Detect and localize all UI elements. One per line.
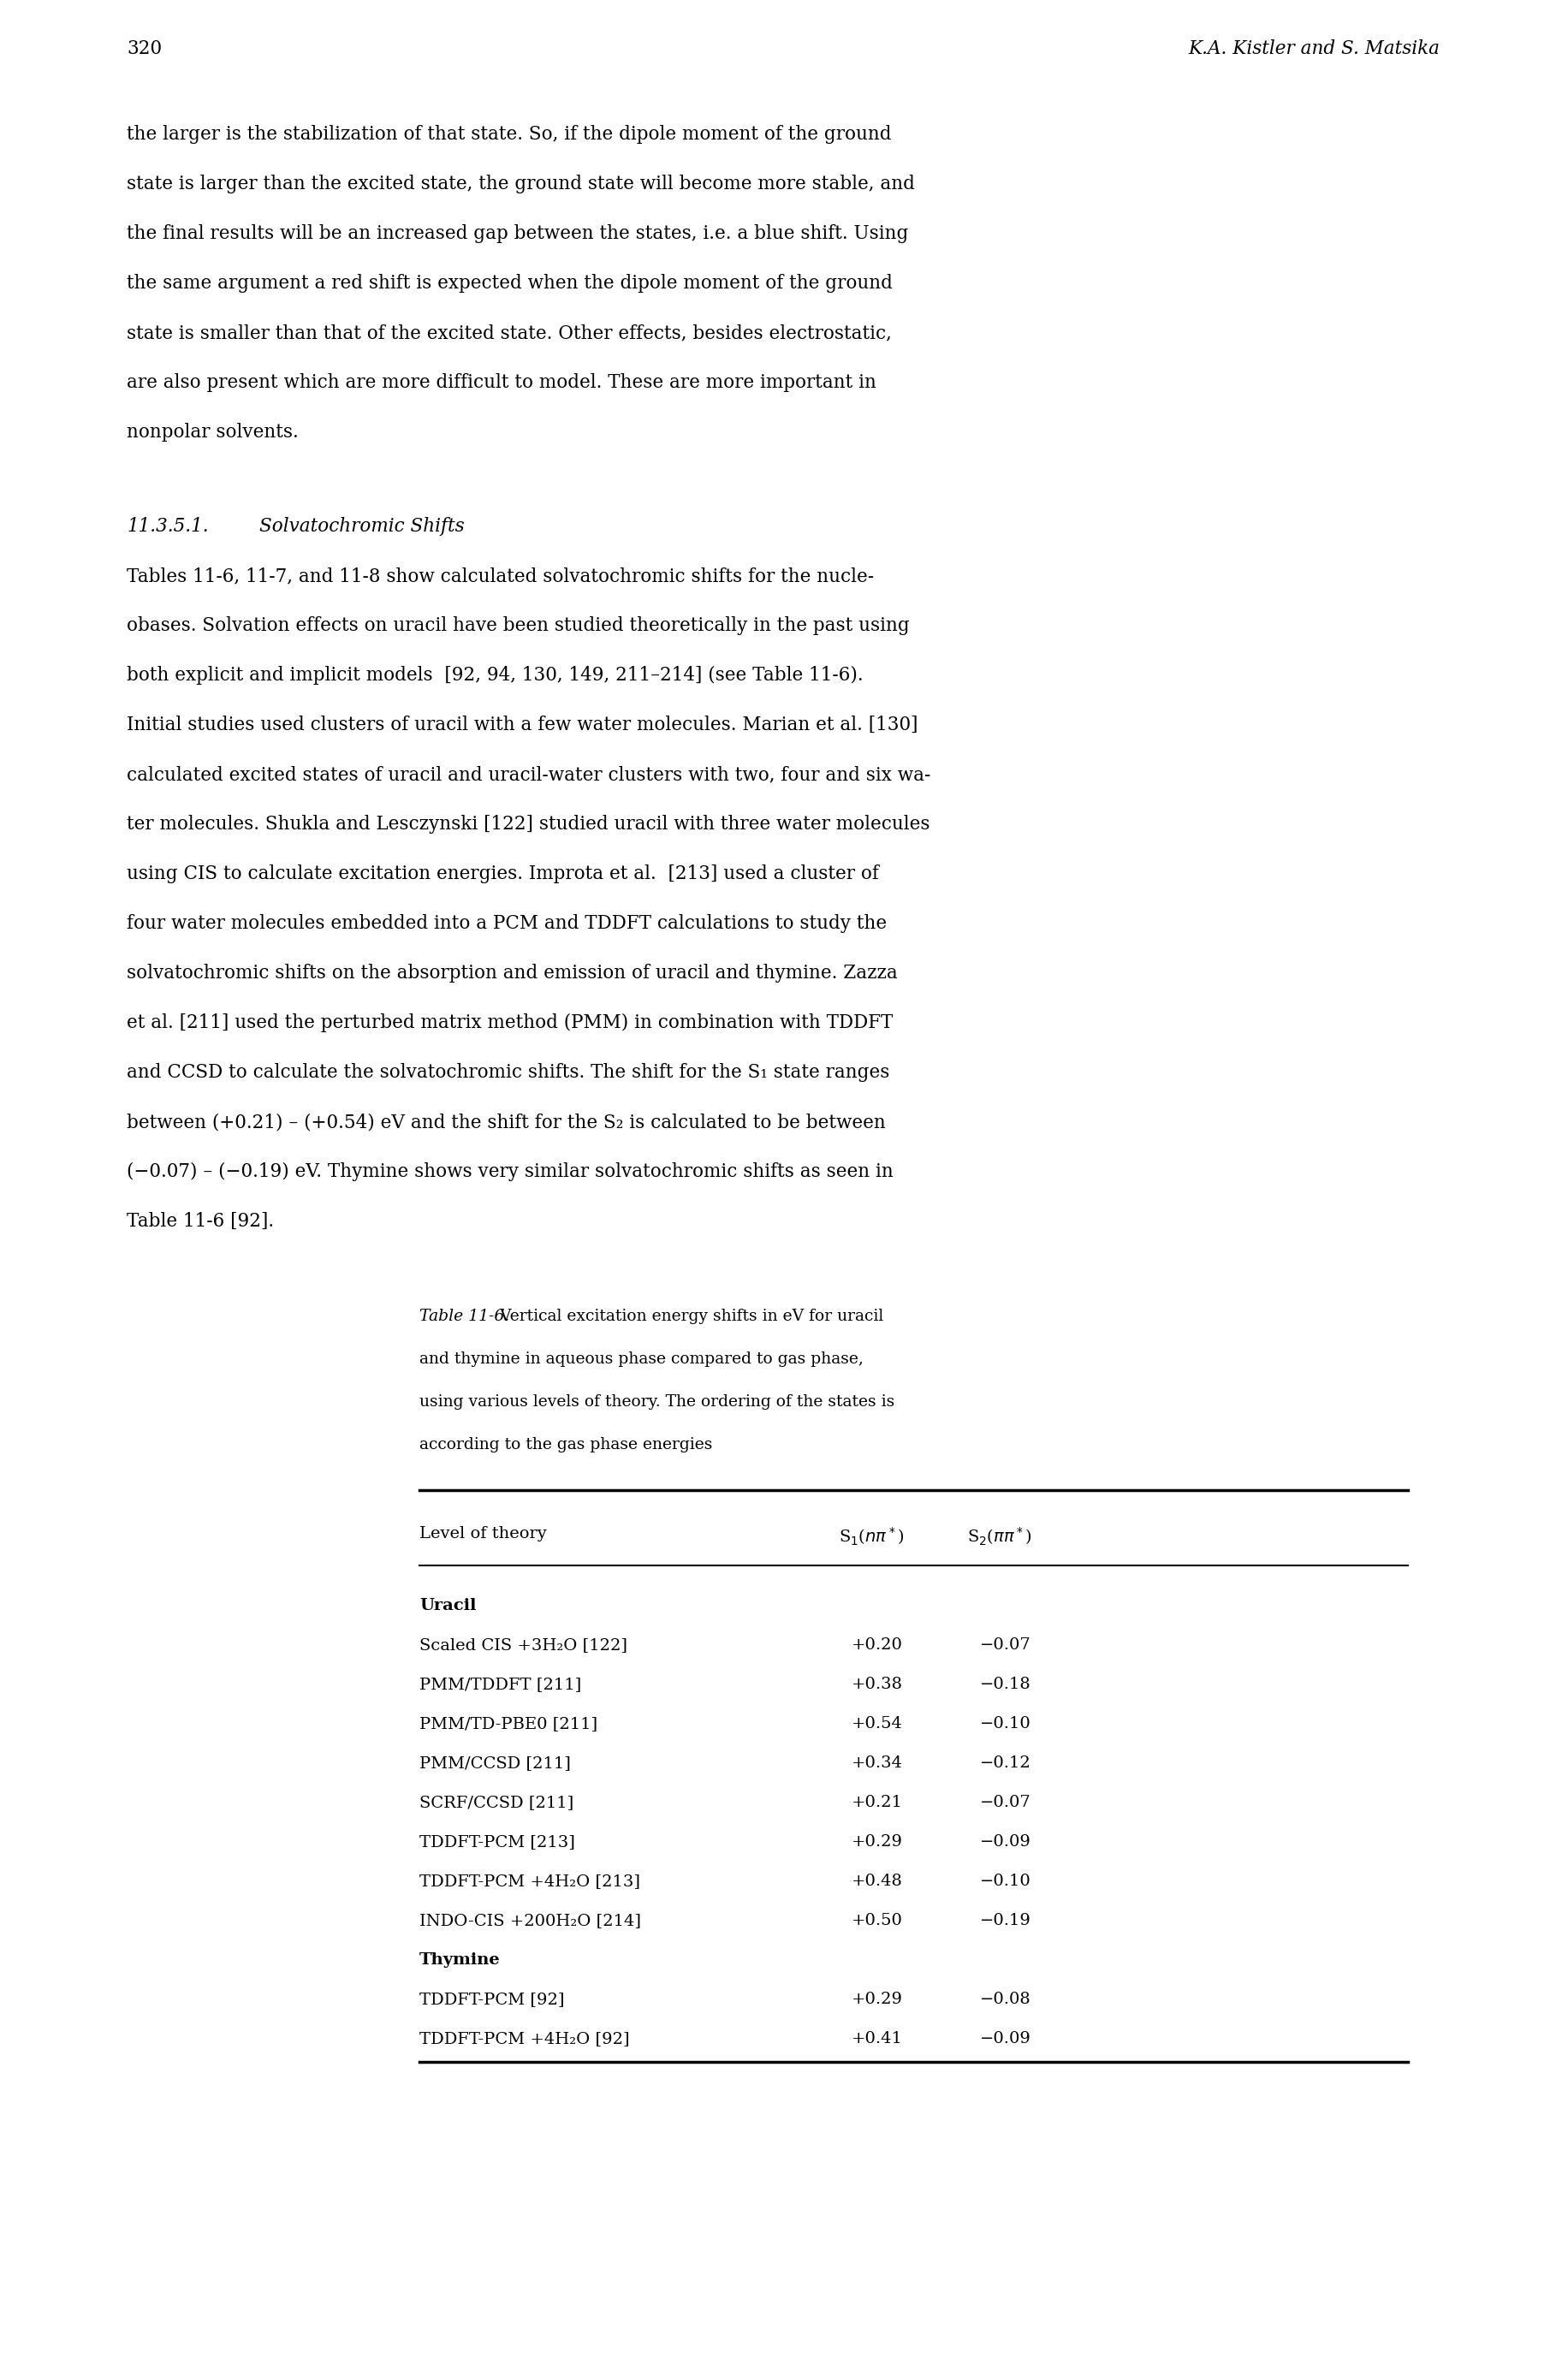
Text: (−0.07) – (−0.19) eV. Thymine shows very similar solvatochromic shifts as seen i: (−0.07) – (−0.19) eV. Thymine shows very… <box>127 1162 894 1181</box>
Text: the final results will be an increased gap between the states, i.e. a blue shift: the final results will be an increased g… <box>127 223 908 242</box>
Text: Initial studies used clusters of uracil with a few water molecules. Marian et al: Initial studies used clusters of uracil … <box>127 715 917 734</box>
Text: Table 11-6.: Table 11-6. <box>419 1309 510 1323</box>
Text: between (+0.21) – (+0.54) eV and the shift for the S₂ is calculated to be betwee: between (+0.21) – (+0.54) eV and the shi… <box>127 1112 886 1131</box>
Text: state is larger than the excited state, the ground state will become more stable: state is larger than the excited state, … <box>127 173 914 192</box>
Text: TDDFT-PCM [92]: TDDFT-PCM [92] <box>419 1991 564 2008</box>
Text: TDDFT-PCM [213]: TDDFT-PCM [213] <box>419 1834 575 1849</box>
Text: 320: 320 <box>127 40 162 57</box>
Text: the same argument a red shift is expected when the dipole moment of the ground: the same argument a red shift is expecte… <box>127 273 892 292</box>
Text: four water molecules embedded into a PCM and TDDFT calculations to study the: four water molecules embedded into a PCM… <box>127 915 887 934</box>
Text: using CIS to calculate excitation energies. Improta et al.  [213] used a cluster: using CIS to calculate excitation energi… <box>127 865 880 884</box>
Text: +0.54: +0.54 <box>851 1715 903 1732</box>
Text: INDO-CIS +200H₂O [214]: INDO-CIS +200H₂O [214] <box>419 1913 641 1929</box>
Text: −0.08: −0.08 <box>980 1991 1032 2008</box>
Text: PMM/CCSD [211]: PMM/CCSD [211] <box>419 1756 571 1770</box>
Text: −0.09: −0.09 <box>980 1834 1032 1849</box>
Text: −0.19: −0.19 <box>980 1913 1032 1929</box>
Text: K.A. Kistler and S. Matsika: K.A. Kistler and S. Matsika <box>1189 40 1439 57</box>
Text: using various levels of theory. The ordering of the states is: using various levels of theory. The orde… <box>419 1395 895 1409</box>
Text: Thymine: Thymine <box>419 1953 500 1967</box>
Text: state is smaller than that of the excited state. Other effects, besides electros: state is smaller than that of the excite… <box>127 323 892 342</box>
Text: −0.10: −0.10 <box>980 1715 1032 1732</box>
Text: ter molecules. Shukla and Lesczynski [122] studied uracil with three water molec: ter molecules. Shukla and Lesczynski [12… <box>127 815 930 834</box>
Text: +0.29: +0.29 <box>851 1834 903 1849</box>
Text: S$_1$($n\pi^*$): S$_1$($n\pi^*$) <box>839 1525 903 1547</box>
Text: et al. [211] used the perturbed matrix method (PMM) in combination with TDDFT: et al. [211] used the perturbed matrix m… <box>127 1015 894 1031</box>
Text: SCRF/CCSD [211]: SCRF/CCSD [211] <box>419 1794 574 1811</box>
Text: −0.07: −0.07 <box>980 1637 1032 1654</box>
Text: TDDFT-PCM +4H₂O [92]: TDDFT-PCM +4H₂O [92] <box>419 2031 630 2046</box>
Text: Solvatochromic Shifts: Solvatochromic Shifts <box>259 518 464 537</box>
Text: −0.07: −0.07 <box>980 1794 1032 1811</box>
Text: −0.10: −0.10 <box>980 1875 1032 1889</box>
Text: −0.09: −0.09 <box>980 2031 1032 2046</box>
Text: +0.38: +0.38 <box>851 1677 903 1692</box>
Text: both explicit and implicit models  [92, 94, 130, 149, 211–214] (see Table 11-6).: both explicit and implicit models [92, 9… <box>127 665 864 684</box>
Text: +0.50: +0.50 <box>851 1913 903 1929</box>
Text: and CCSD to calculate the solvatochromic shifts. The shift for the S₁ state rang: and CCSD to calculate the solvatochromic… <box>127 1062 889 1081</box>
Text: +0.34: +0.34 <box>851 1756 903 1770</box>
Text: calculated excited states of uracil and uracil-water clusters with two, four and: calculated excited states of uracil and … <box>127 765 931 784</box>
Text: +0.21: +0.21 <box>851 1794 903 1811</box>
Text: +0.20: +0.20 <box>851 1637 903 1654</box>
Text: +0.48: +0.48 <box>851 1875 903 1889</box>
Text: S$_2$($\pi\pi^*$): S$_2$($\pi\pi^*$) <box>967 1525 1032 1547</box>
Text: are also present which are more difficult to model. These are more important in: are also present which are more difficul… <box>127 373 877 392</box>
Text: and thymine in aqueous phase compared to gas phase,: and thymine in aqueous phase compared to… <box>419 1352 864 1366</box>
Text: according to the gas phase energies: according to the gas phase energies <box>419 1437 712 1452</box>
Text: Tables 11-6, 11-7, and 11-8 show calculated solvatochromic shifts for the nucle-: Tables 11-6, 11-7, and 11-8 show calcula… <box>127 565 873 584</box>
Text: Vertical excitation energy shifts in eV for uracil: Vertical excitation energy shifts in eV … <box>489 1309 883 1323</box>
Text: PMM/TDDFT [211]: PMM/TDDFT [211] <box>419 1677 582 1692</box>
Text: +0.29: +0.29 <box>851 1991 903 2008</box>
Text: nonpolar solvents.: nonpolar solvents. <box>127 423 298 442</box>
Text: TDDFT-PCM +4H₂O [213]: TDDFT-PCM +4H₂O [213] <box>419 1875 640 1889</box>
Text: Scaled CIS +3H₂O [122]: Scaled CIS +3H₂O [122] <box>419 1637 627 1654</box>
Text: Uracil: Uracil <box>419 1599 477 1613</box>
Text: Table 11-6 [92].: Table 11-6 [92]. <box>127 1212 274 1231</box>
Text: the larger is the stabilization of that state. So, if the dipole moment of the g: the larger is the stabilization of that … <box>127 126 892 145</box>
Text: solvatochromic shifts on the absorption and emission of uracil and thymine. Zazz: solvatochromic shifts on the absorption … <box>127 965 897 984</box>
Text: 11.3.5.1.: 11.3.5.1. <box>127 518 209 537</box>
Text: −0.12: −0.12 <box>980 1756 1032 1770</box>
Text: −0.18: −0.18 <box>980 1677 1032 1692</box>
Text: PMM/TD-PBE0 [211]: PMM/TD-PBE0 [211] <box>419 1715 597 1732</box>
Text: +0.41: +0.41 <box>851 2031 903 2046</box>
Text: obases. Solvation effects on uracil have been studied theoretically in the past : obases. Solvation effects on uracil have… <box>127 615 909 634</box>
Text: Level of theory: Level of theory <box>419 1525 547 1542</box>
